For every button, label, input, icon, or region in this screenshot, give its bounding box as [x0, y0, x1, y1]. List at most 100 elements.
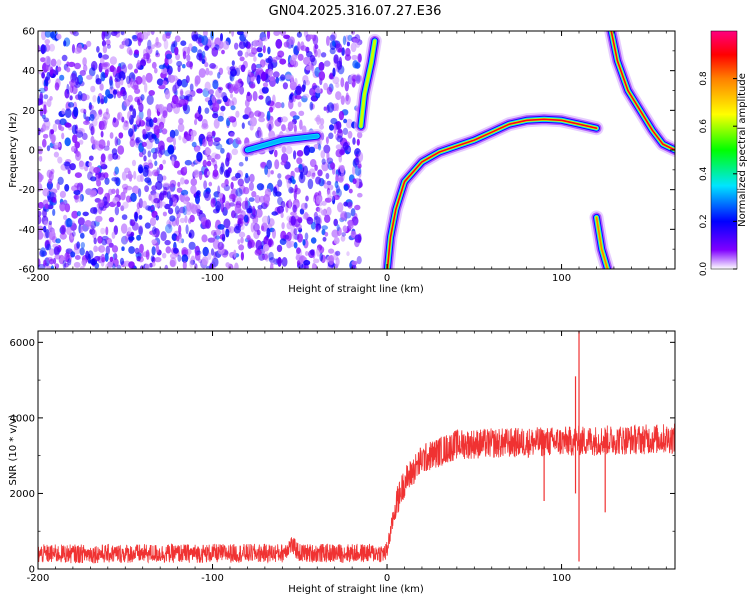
noise-blob: [194, 146, 201, 153]
noise-blob: [39, 98, 44, 105]
noise-blob: [135, 76, 143, 85]
noise-blob: [258, 95, 264, 100]
noise-blob: [79, 225, 84, 234]
noise-blob: [190, 178, 198, 187]
noise-blob: [228, 137, 233, 145]
noise-blob: [74, 141, 80, 149]
noise-blob: [261, 253, 269, 260]
spectrogram-y-ticks: -60 -40 -20 0 20 40 60: [19, 27, 675, 276]
noise-blob: [114, 166, 119, 175]
trace-band: [360, 40, 376, 127]
noise-blob: [106, 192, 110, 203]
noise-blob: [136, 114, 140, 125]
noise-blob: [235, 223, 241, 231]
noise-blob: [343, 201, 349, 207]
noise-blob: [317, 169, 323, 177]
noise-blob: [128, 261, 135, 269]
noise-blob: [86, 74, 93, 80]
noise-blob: [83, 94, 90, 101]
noise-blob: [42, 259, 47, 266]
noise-blob: [225, 83, 231, 89]
noise-blob: [354, 234, 362, 243]
colorbar: 0.0 0.2 0.4 0.6 0.8 Normalized spectral ampl…: [699, 30, 748, 276]
noise-blob: [95, 140, 100, 146]
noise-blob: [214, 153, 221, 160]
noise-blob: [213, 164, 218, 170]
noise-blob: [210, 248, 215, 256]
noise-blob: [211, 130, 216, 137]
noise-blob: [247, 239, 255, 248]
noise-blob: [138, 226, 143, 237]
trace-left-lobe: [353, 33, 382, 134]
noise-blob: [166, 102, 173, 113]
noise-blob: [80, 242, 86, 249]
noise-blob: [268, 251, 274, 261]
noise-blob: [205, 148, 212, 155]
noise-blob: [38, 127, 41, 136]
noise-blob: [175, 97, 180, 109]
noise-blob: [92, 95, 97, 103]
noise-blob: [215, 89, 223, 99]
noise-blob: [345, 92, 349, 102]
noise-blob: [333, 194, 340, 201]
noise-blob: [141, 31, 149, 40]
noise-blob: [348, 188, 353, 194]
noise-blob: [289, 188, 296, 193]
noise-blob: [294, 184, 298, 193]
noise-blob: [305, 65, 312, 71]
noise-blob: [294, 77, 298, 87]
noise-blob: [151, 61, 157, 69]
colorbar-label: Normalized spectral amplitude: [737, 73, 748, 227]
noise-blob: [82, 211, 89, 217]
noise-blob: [129, 104, 134, 110]
noise-blob: [268, 123, 272, 132]
noise-blob: [293, 124, 297, 134]
noise-blob: [61, 54, 68, 62]
noise-blob: [207, 252, 212, 260]
noise-blob: [49, 258, 54, 265]
noise-blob: [63, 40, 67, 47]
noise-blob: [144, 82, 148, 93]
colorbar-tick-label: 0.6: [699, 119, 709, 134]
noise-blob: [333, 123, 337, 135]
noise-blob: [162, 252, 167, 259]
noise-blob: [51, 228, 55, 234]
noise-blob: [164, 264, 169, 269]
noise-blob: [335, 102, 340, 112]
noise-blob: [39, 99, 44, 105]
noise-blob: [50, 265, 54, 269]
noise-blob: [201, 256, 209, 266]
noise-blob: [257, 205, 263, 210]
noise-blob: [165, 53, 172, 60]
noise-blob: [334, 180, 339, 189]
noise-blob: [281, 153, 289, 164]
noise-blob: [127, 80, 131, 88]
noise-blob: [149, 171, 153, 177]
noise-blob: [272, 71, 280, 78]
noise-blob: [153, 125, 160, 136]
noise-blob: [167, 183, 174, 193]
noise-blob: [146, 94, 154, 105]
noise-blob: [87, 250, 94, 259]
noise-blob: [279, 31, 287, 36]
noise-blob: [333, 218, 339, 227]
noise-blob: [323, 82, 329, 91]
noise-blob: [267, 62, 274, 72]
noise-blob: [56, 59, 62, 66]
noise-blob: [217, 115, 224, 122]
noise-blob: [102, 45, 108, 54]
noise-blob: [326, 86, 333, 95]
noise-blob: [151, 239, 157, 245]
noise-blob: [296, 150, 304, 157]
noise-blob: [39, 107, 44, 117]
noise-blob: [177, 123, 185, 133]
noise-blob: [118, 132, 124, 139]
noise-blob: [239, 56, 245, 62]
noise-blob: [222, 40, 230, 50]
noise-blob: [294, 167, 301, 173]
noise-blob: [318, 143, 322, 151]
noise-blob: [57, 156, 63, 164]
noise-blob: [121, 235, 128, 245]
noise-blob: [263, 194, 271, 204]
